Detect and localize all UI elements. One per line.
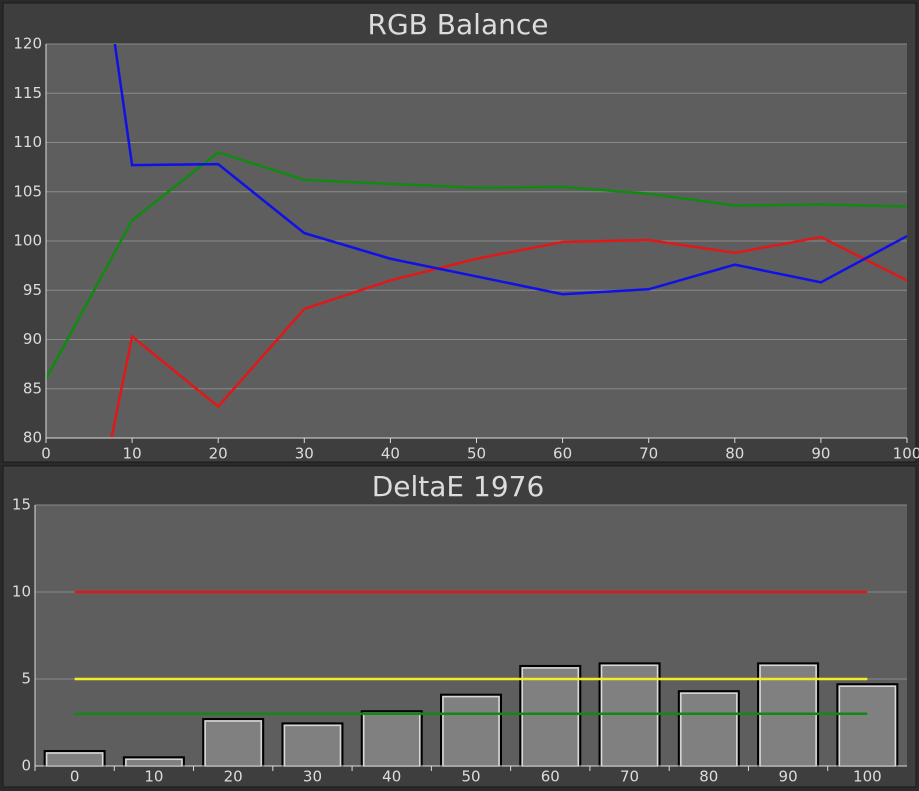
- y-tick-label: 110: [13, 133, 42, 151]
- x-tick-label: 20: [209, 445, 228, 463]
- chart-title: DeltaE 1976: [372, 470, 545, 503]
- y-tick-label: 0: [21, 757, 31, 775]
- y-tick-label: 90: [23, 330, 42, 348]
- y-tick-label: 120: [13, 35, 42, 53]
- y-tick-label: 80: [23, 429, 42, 447]
- x-tick-label: 50: [461, 768, 480, 786]
- x-tick-label: 90: [811, 445, 830, 463]
- x-tick-label: 100: [853, 768, 882, 786]
- x-tick-label: 90: [779, 768, 798, 786]
- x-tick-label: 100: [893, 445, 919, 463]
- x-tick-label: 30: [303, 768, 322, 786]
- y-tick-label: 10: [12, 583, 31, 601]
- series-line: [110, 235, 907, 438]
- bar: [519, 664, 582, 768]
- x-tick-label: 0: [70, 768, 80, 786]
- bar: [360, 710, 423, 768]
- y-tick-label: 15: [12, 496, 31, 514]
- x-tick-label: 40: [381, 445, 400, 463]
- x-tick-label: 70: [639, 445, 658, 463]
- x-tick-label: 0: [41, 445, 51, 463]
- x-tick-label: 70: [620, 768, 639, 786]
- bar: [202, 718, 265, 768]
- y-tick-label: 100: [13, 232, 42, 250]
- series-line: [113, 44, 907, 296]
- chart-title: RGB Balance: [368, 8, 549, 41]
- y-tick-label: 95: [23, 281, 42, 299]
- x-tick-label: 60: [541, 768, 560, 786]
- series-line: [46, 150, 907, 380]
- x-tick-label: 20: [224, 768, 243, 786]
- x-tick-label: 80: [699, 768, 718, 786]
- x-tick-label: 60: [553, 445, 572, 463]
- x-tick-label: 40: [382, 768, 401, 786]
- x-tick-label: 10: [123, 445, 142, 463]
- y-tick-label: 5: [21, 670, 31, 688]
- y-tick-label: 85: [23, 379, 42, 397]
- x-tick-label: 30: [295, 445, 314, 463]
- x-tick-label: 10: [144, 768, 163, 786]
- y-tick-label: 105: [13, 182, 42, 200]
- x-tick-label: 50: [467, 445, 486, 463]
- x-tick-label: 80: [725, 445, 744, 463]
- bar: [281, 722, 344, 767]
- bar: [440, 693, 502, 767]
- y-tick-label: 115: [13, 84, 42, 102]
- bar: [836, 683, 899, 767]
- series-group: [46, 44, 907, 438]
- bar: [677, 690, 740, 767]
